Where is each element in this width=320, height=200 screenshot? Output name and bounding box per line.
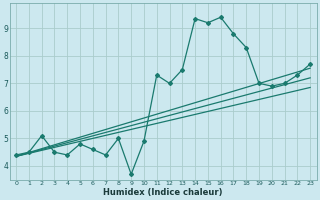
- X-axis label: Humidex (Indice chaleur): Humidex (Indice chaleur): [103, 188, 223, 197]
